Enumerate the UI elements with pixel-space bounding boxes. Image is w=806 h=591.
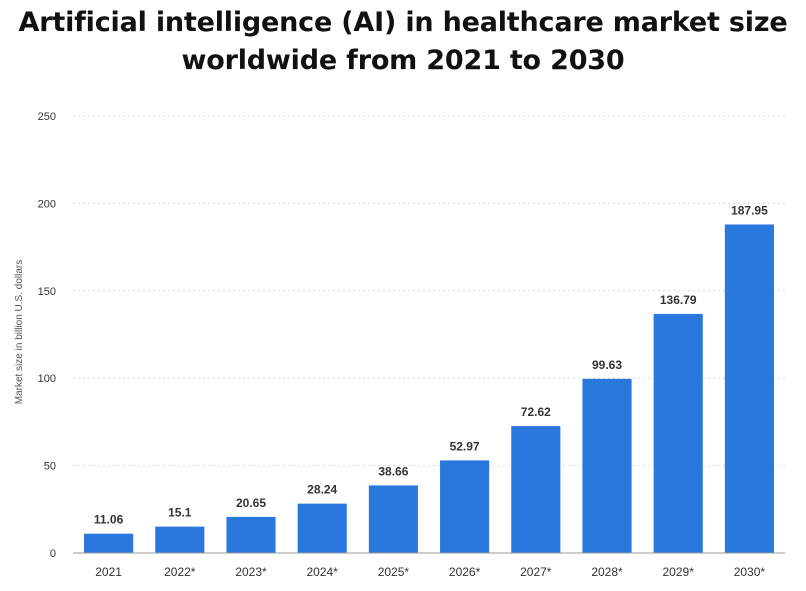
bar [724, 224, 774, 554]
data-label: 38.66 [378, 464, 408, 478]
y-axis-label: Market size in billion U.S. dollars [14, 260, 25, 405]
x-tick-label: 2029* [663, 565, 695, 579]
y-axis-ticks: 0 50 100 150 200 250 [38, 111, 56, 560]
data-label: 11.06 [94, 513, 124, 527]
bar [582, 378, 632, 553]
bar [297, 503, 347, 553]
data-label: 28.24 [307, 483, 337, 497]
data-label: 15.1 [168, 506, 192, 520]
data-label: 136.79 [660, 293, 697, 307]
bar [226, 516, 276, 553]
bar [511, 426, 561, 553]
bars [84, 224, 774, 554]
x-tick-label: 2027* [520, 565, 552, 579]
y-tick-label: 100 [38, 373, 56, 385]
bar [368, 485, 418, 553]
gridlines [73, 115, 785, 467]
y-tick-label: 50 [44, 461, 56, 473]
x-tick-label: 2021 [95, 565, 122, 579]
x-tick-label: 2025* [378, 565, 410, 579]
x-tick-label: 2024* [307, 565, 339, 579]
x-tick-label: 2023* [235, 565, 267, 579]
data-label: 72.62 [521, 405, 551, 419]
value-labels: 11.06 15.1 20.65 28.24 38.66 52.97 72.62 99.63 1… [94, 203, 768, 526]
data-label: 99.63 [592, 358, 622, 372]
bar [653, 313, 703, 553]
chart-title-line-1: Artificial intelligence (AI) in healthca… [18, 7, 788, 38]
data-label: 187.95 [731, 203, 768, 217]
x-tick-label: 2028* [591, 565, 623, 579]
bar [84, 533, 134, 553]
data-label: 52.97 [450, 439, 480, 453]
bar [440, 460, 490, 553]
chart-title: Artificial intelligence (AI) in healthca… [0, 4, 806, 80]
y-tick-label: 0 [50, 548, 56, 560]
y-tick-label: 150 [38, 286, 56, 298]
x-tick-label: 2030* [734, 565, 766, 579]
x-tick-label: 2026* [449, 565, 481, 579]
y-tick-label: 200 [38, 198, 56, 210]
bar [155, 526, 205, 553]
y-tick-label: 250 [38, 111, 56, 123]
data-label: 20.65 [236, 496, 266, 510]
x-tick-label: 2022* [164, 565, 196, 579]
x-axis-ticks: 2021 2022* 2023* 2024* 2025* 2026* 2027* 2028* 2… [95, 565, 765, 579]
chart-title-line-2: worldwide from 2021 to 2030 [181, 45, 625, 76]
